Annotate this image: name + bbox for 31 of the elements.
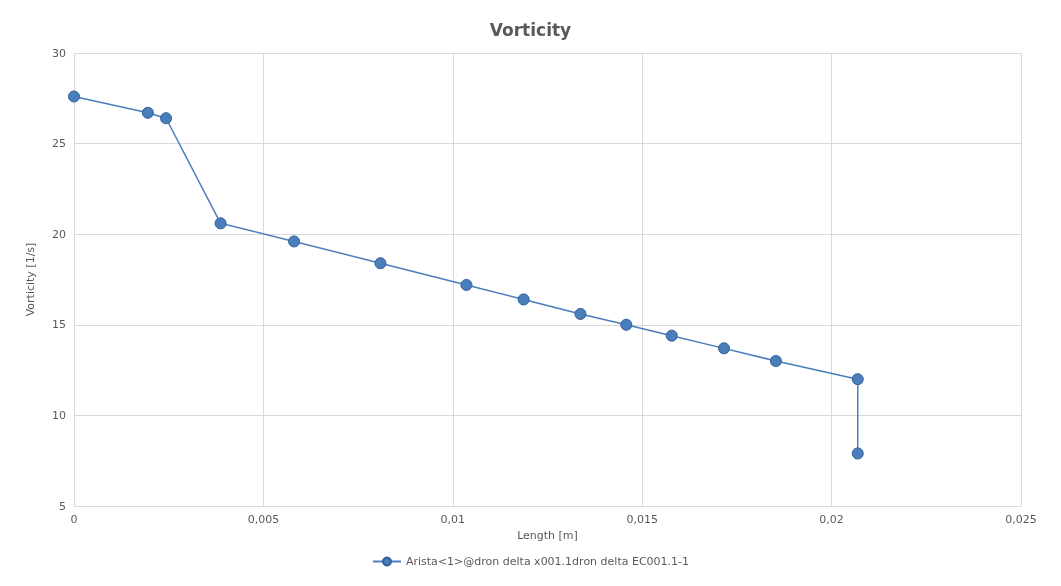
point bbox=[141, 106, 154, 119]
point bbox=[214, 217, 227, 230]
y-tick-label: 25 bbox=[52, 137, 66, 151]
y-tick-label: 15 bbox=[52, 318, 66, 332]
x-tick-label: 0,025 bbox=[1005, 513, 1037, 526]
x-tick-label: 0,01 bbox=[440, 513, 466, 526]
point bbox=[665, 329, 678, 342]
point bbox=[374, 257, 387, 270]
point bbox=[68, 90, 80, 103]
point bbox=[718, 342, 731, 355]
point bbox=[851, 373, 864, 386]
point bbox=[769, 355, 782, 368]
point bbox=[574, 307, 587, 320]
point bbox=[288, 235, 301, 248]
x-axis-title: Length [m] bbox=[517, 529, 578, 542]
y-axis-title: Vorticity [1/s] bbox=[24, 242, 37, 317]
point bbox=[460, 278, 473, 291]
y-tick-label: 30 bbox=[52, 46, 66, 60]
point bbox=[517, 293, 530, 306]
y-tick-label: 10 bbox=[52, 408, 66, 422]
point bbox=[620, 318, 633, 331]
x-tick-label: 0,005 bbox=[247, 513, 280, 526]
point bbox=[851, 447, 864, 460]
y-tick-label: 5 bbox=[59, 499, 66, 513]
y-tick-label: 20 bbox=[52, 227, 66, 241]
x-tick-label: 0,02 bbox=[819, 513, 844, 526]
chart-title: Vorticity bbox=[489, 19, 572, 40]
legend-label: Arista<1>@dron delta x001.1dron delta EC001.1-1 bbox=[405, 555, 690, 568]
x-tick-label: 0,015 bbox=[626, 513, 658, 526]
point bbox=[160, 112, 173, 125]
x-tick-label: 0 bbox=[70, 513, 78, 526]
